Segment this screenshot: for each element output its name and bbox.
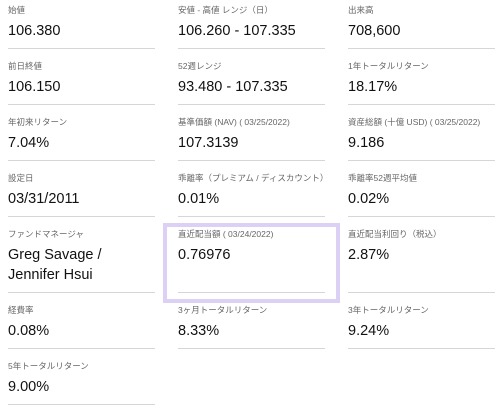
data-cell: 乖離率52週平均値 0.02% bbox=[348, 172, 495, 217]
data-value: 0.08% bbox=[8, 323, 50, 339]
data-cell: 乖離率（プレミアム / ディスカウント） 0.01% bbox=[178, 172, 329, 217]
data-label: 年初来リターン bbox=[8, 117, 68, 127]
data-cell: 出来高 708,600 bbox=[348, 4, 495, 49]
data-value: 8.33% bbox=[178, 323, 220, 339]
data-label: 基準価額 (NAV) ( 03/25/2022) bbox=[178, 117, 290, 127]
data-label: 3ヶ月トータルリターン bbox=[178, 305, 268, 315]
data-value: 708,600 bbox=[348, 23, 401, 39]
data-value: 0.01% bbox=[178, 191, 220, 207]
data-label: ファンドマネージャ bbox=[8, 229, 84, 239]
data-value: 0.76976 bbox=[178, 247, 231, 263]
data-value: 106.260 - 107.335 bbox=[178, 23, 296, 39]
data-label: 1年トータルリターン bbox=[348, 61, 429, 71]
data-cell: 基準価額 (NAV) ( 03/25/2022) 107.3139 bbox=[178, 116, 325, 161]
data-label: 直近配当額 ( 03/24/2022) bbox=[178, 229, 274, 239]
data-value: 106.150 bbox=[8, 79, 61, 95]
data-label: 5年トータルリターン bbox=[8, 361, 89, 371]
data-cell: 設定日 03/31/2011 bbox=[8, 172, 155, 217]
data-label: 3年トータルリターン bbox=[348, 305, 429, 315]
data-cell: 5年トータルリターン 9.00% bbox=[8, 360, 155, 405]
fund-data-grid: 始値 106.380 安値 - 高値 レンジ（日） 106.260 - 107.335… bbox=[8, 4, 495, 405]
data-value: 0.02% bbox=[348, 191, 390, 207]
data-cell: 1年トータルリターン 18.17% bbox=[348, 60, 495, 105]
data-cell: 52週レンジ 93.480 - 107.335 bbox=[178, 60, 325, 105]
data-value: 9.186 bbox=[348, 135, 385, 151]
data-label: 経費率 bbox=[8, 305, 34, 315]
data-cell: 前日終値 106.150 bbox=[8, 60, 155, 105]
data-cell: 直近配当額 ( 03/24/2022) 0.76976 bbox=[163, 223, 340, 303]
data-cell: 年初来リターン 7.04% bbox=[8, 116, 155, 161]
data-label: 乖離率52週平均値 bbox=[348, 173, 417, 183]
data-cell: 直近配当利回り（税込） 2.87% bbox=[348, 228, 495, 293]
data-cell: ファンドマネージャ Greg Savage / Jennifer Hsui bbox=[8, 228, 155, 293]
data-label: 始値 bbox=[8, 5, 26, 15]
data-label: 資産総額 (十億 USD) ( 03/25/2022) bbox=[348, 117, 481, 127]
data-value: 7.04% bbox=[8, 135, 50, 151]
data-value: 9.24% bbox=[348, 323, 390, 339]
data-cell: 3年トータルリターン 9.24% bbox=[348, 304, 495, 349]
data-cell: 3ヶ月トータルリターン 8.33% bbox=[178, 304, 325, 349]
data-value: Greg Savage / Jennifer Hsui bbox=[8, 247, 102, 283]
data-value: 18.17% bbox=[348, 79, 398, 95]
data-cell: 始値 106.380 bbox=[8, 4, 155, 49]
data-value: 106.380 bbox=[8, 23, 61, 39]
data-label: 安値 - 高値 レンジ（日） bbox=[178, 5, 273, 15]
data-value: 2.87% bbox=[348, 247, 390, 263]
data-label: 直近配当利回り（税込） bbox=[348, 229, 442, 239]
data-value: 9.00% bbox=[8, 379, 50, 395]
data-label: 52週レンジ bbox=[178, 61, 222, 71]
data-label: 設定日 bbox=[8, 173, 34, 183]
data-cell: 経費率 0.08% bbox=[8, 304, 155, 349]
data-value: 107.3139 bbox=[178, 135, 239, 151]
data-value: 93.480 - 107.335 bbox=[178, 79, 288, 95]
data-cell: 資産総額 (十億 USD) ( 03/25/2022) 9.186 bbox=[348, 116, 495, 161]
data-cell: 安値 - 高値 レンジ（日） 106.260 - 107.335 bbox=[178, 4, 325, 49]
data-value: 03/31/2011 bbox=[8, 191, 80, 207]
data-label: 前日終値 bbox=[8, 61, 43, 71]
data-label: 乖離率（プレミアム / ディスカウント） bbox=[178, 173, 329, 183]
data-label: 出来高 bbox=[348, 5, 374, 15]
